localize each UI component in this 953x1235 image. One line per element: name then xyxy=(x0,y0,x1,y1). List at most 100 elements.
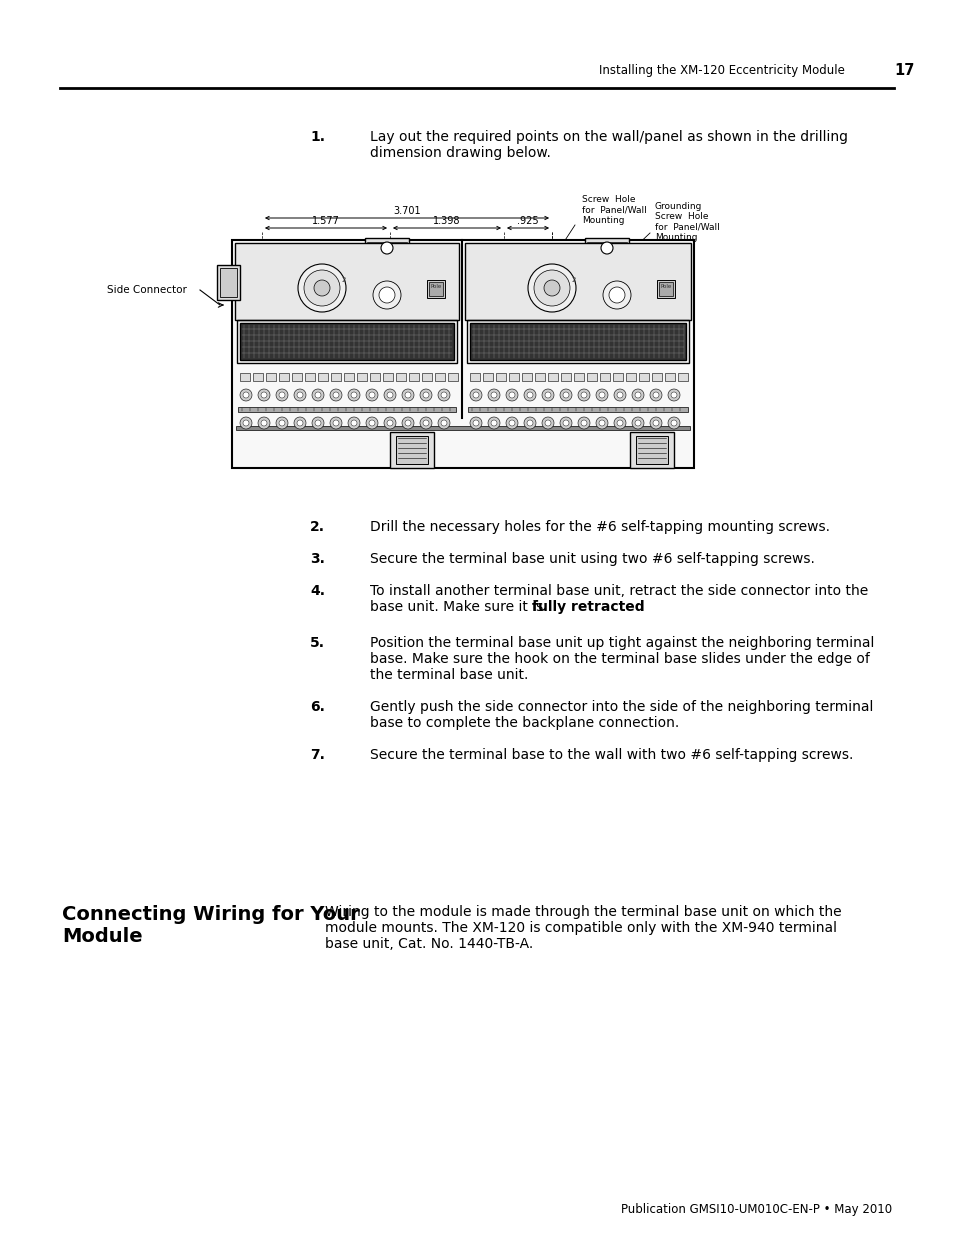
Circle shape xyxy=(470,417,481,429)
Circle shape xyxy=(405,391,411,398)
Bar xyxy=(382,373,393,382)
Text: 2.: 2. xyxy=(310,520,325,534)
Circle shape xyxy=(473,420,478,426)
Circle shape xyxy=(314,391,320,398)
Bar xyxy=(240,324,454,359)
Bar xyxy=(435,373,444,382)
Circle shape xyxy=(652,420,659,426)
Circle shape xyxy=(562,420,568,426)
Circle shape xyxy=(401,389,414,401)
Circle shape xyxy=(526,420,533,426)
Bar xyxy=(236,320,456,363)
Circle shape xyxy=(543,280,559,296)
Bar xyxy=(613,373,622,382)
Circle shape xyxy=(440,391,447,398)
Circle shape xyxy=(523,417,536,429)
Bar xyxy=(278,373,289,382)
Text: 2: 2 xyxy=(572,277,576,283)
Circle shape xyxy=(526,391,533,398)
Circle shape xyxy=(294,389,306,401)
Circle shape xyxy=(296,420,303,426)
Circle shape xyxy=(240,389,252,401)
Bar xyxy=(659,282,672,296)
Circle shape xyxy=(631,389,643,401)
Text: 5.: 5. xyxy=(310,636,325,650)
Circle shape xyxy=(437,389,450,401)
Circle shape xyxy=(333,391,338,398)
Circle shape xyxy=(617,391,622,398)
Bar xyxy=(344,373,354,382)
Circle shape xyxy=(559,389,572,401)
Bar xyxy=(657,280,675,298)
Text: 7.: 7. xyxy=(310,748,325,762)
Circle shape xyxy=(602,282,630,309)
Circle shape xyxy=(631,417,643,429)
Circle shape xyxy=(369,420,375,426)
Text: 2: 2 xyxy=(341,277,346,283)
Bar xyxy=(629,432,673,468)
Bar xyxy=(305,373,314,382)
Text: 1.398: 1.398 xyxy=(433,216,460,226)
Circle shape xyxy=(422,420,429,426)
Bar xyxy=(496,373,505,382)
Bar xyxy=(266,373,275,382)
Circle shape xyxy=(366,417,377,429)
Bar xyxy=(395,373,406,382)
Bar xyxy=(370,373,379,382)
Text: Gently push the side connector into the side of the neighboring terminal
base to: Gently push the side connector into the … xyxy=(370,700,872,730)
Circle shape xyxy=(667,389,679,401)
Text: Connecting Wiring for Your: Connecting Wiring for Your xyxy=(62,905,359,924)
Circle shape xyxy=(649,417,661,429)
Bar xyxy=(560,373,571,382)
Circle shape xyxy=(491,391,497,398)
Bar xyxy=(429,282,442,296)
Circle shape xyxy=(297,264,346,312)
Bar xyxy=(232,240,693,468)
Circle shape xyxy=(649,389,661,401)
Bar xyxy=(509,373,518,382)
Circle shape xyxy=(278,420,285,426)
Bar xyxy=(427,280,444,298)
Text: 4.: 4. xyxy=(310,584,325,598)
Bar xyxy=(464,243,690,320)
Bar xyxy=(356,373,367,382)
Circle shape xyxy=(405,420,411,426)
Text: Wiring to the module is made through the terminal base unit on which the
module : Wiring to the module is made through the… xyxy=(325,905,841,951)
Bar xyxy=(395,436,428,464)
Text: Screw  Hole
for  Panel/Wall
Mounting: Screw Hole for Panel/Wall Mounting xyxy=(581,195,646,225)
Circle shape xyxy=(278,391,285,398)
Bar xyxy=(584,238,628,258)
Circle shape xyxy=(652,391,659,398)
Circle shape xyxy=(384,389,395,401)
Bar xyxy=(535,373,544,382)
Circle shape xyxy=(351,391,356,398)
Circle shape xyxy=(366,389,377,401)
Circle shape xyxy=(243,420,249,426)
Circle shape xyxy=(509,391,515,398)
Text: Secure the terminal base unit using two #6 self-tapping screws.: Secure the terminal base unit using two … xyxy=(370,552,814,566)
Bar xyxy=(651,373,661,382)
Circle shape xyxy=(527,264,576,312)
Circle shape xyxy=(351,420,356,426)
Circle shape xyxy=(596,417,607,429)
Text: Pole: Pole xyxy=(430,284,441,289)
Circle shape xyxy=(598,420,604,426)
Text: .: . xyxy=(621,600,626,614)
Circle shape xyxy=(578,389,589,401)
Circle shape xyxy=(667,417,679,429)
Circle shape xyxy=(384,417,395,429)
Bar xyxy=(234,243,458,320)
Circle shape xyxy=(505,389,517,401)
Circle shape xyxy=(257,417,270,429)
Bar xyxy=(586,373,597,382)
Bar xyxy=(625,373,636,382)
Circle shape xyxy=(534,270,569,306)
Bar xyxy=(470,373,479,382)
Text: 6.: 6. xyxy=(310,700,325,714)
Text: Side Connector: Side Connector xyxy=(107,285,187,295)
Text: Pole: Pole xyxy=(659,284,671,289)
Circle shape xyxy=(505,417,517,429)
Circle shape xyxy=(544,420,551,426)
Circle shape xyxy=(473,391,478,398)
Circle shape xyxy=(373,282,400,309)
